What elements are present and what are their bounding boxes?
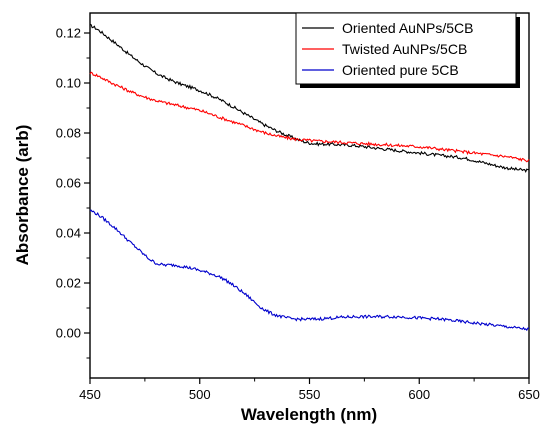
legend-label: Oriented AuNPs/5CB (342, 20, 474, 36)
legend-label: Twisted AuNPs/5CB (342, 41, 467, 57)
y-tick-label: 0.04 (56, 226, 81, 241)
y-tick-label: 0.00 (56, 326, 81, 341)
series-lines (89, 23, 530, 332)
x-tick-label: 500 (189, 387, 211, 402)
x-tick-label: 600 (408, 387, 430, 402)
y-tick-label: 0.08 (56, 126, 81, 141)
y-tick-label: 0.10 (56, 76, 81, 91)
y-tick-label: 0.02 (56, 276, 81, 291)
x-tick-label: 450 (79, 387, 101, 402)
series-line-1 (89, 23, 530, 173)
series-line-2 (89, 71, 530, 163)
axes: 450 500 550 600 650 0.00 0.02 0.04 0.06 0.08 0.10 0… (56, 26, 540, 403)
x-axis-title: Wavelength (nm) (241, 405, 377, 424)
y-tick-label: 0.12 (56, 26, 81, 41)
x-tick-label: 550 (299, 387, 321, 402)
legend-label: Oriented pure 5CB (342, 62, 459, 78)
x-tick-label: 650 (518, 387, 540, 402)
y-axis-title: Absorbance (arb) (13, 125, 32, 266)
legend: Oriented AuNPs/5CB Twisted AuNPs/5CB Orien… (295, 12, 520, 88)
y-tick-label: 0.06 (56, 176, 81, 191)
series-line-3 (89, 209, 529, 332)
